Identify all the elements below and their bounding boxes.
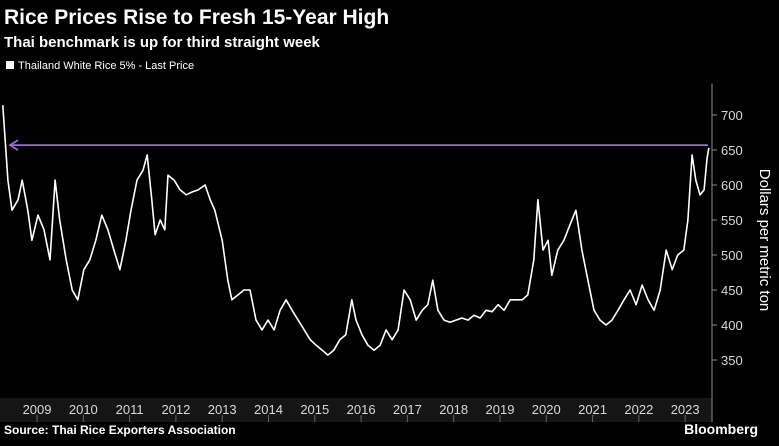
reference-arrow — [8, 139, 19, 151]
x-tick-label: 2020 — [532, 402, 561, 417]
x-tick-label: 2012 — [161, 402, 190, 417]
x-tick-label: 2018 — [439, 402, 468, 417]
x-tick-label: 2009 — [23, 402, 52, 417]
x-tick-label: 2013 — [208, 402, 237, 417]
x-tick-label: 2016 — [347, 402, 376, 417]
y-tick-label: 400 — [721, 318, 743, 333]
source: Source: Thai Rice Exporters Association — [4, 423, 236, 437]
x-axis-band — [0, 398, 712, 422]
brand: Bloomberg — [684, 421, 758, 437]
chart-title: Rice Prices Rise to Fresh 15-Year High — [4, 6, 389, 29]
x-tick-label: 2023 — [671, 402, 700, 417]
y-tick-label: 350 — [721, 353, 743, 368]
legend-label: Thailand White Rice 5% - Last Price — [18, 60, 194, 72]
y-tick-label: 450 — [721, 283, 743, 298]
y-tick-label: 600 — [721, 178, 743, 193]
x-tick-label: 2010 — [69, 402, 98, 417]
price-line — [2, 105, 710, 356]
x-tick-label: 2019 — [486, 402, 515, 417]
y-tick-label: 500 — [721, 248, 743, 263]
x-tick-label: 2017 — [393, 402, 422, 417]
y-tick-label: 550 — [721, 213, 743, 228]
x-tick-label: 2021 — [578, 402, 607, 417]
y-tick-label: 650 — [721, 143, 743, 158]
chart-subtitle: Thai benchmark is up for third straight … — [4, 34, 321, 51]
y-axis-label: Dollars per metric ton — [756, 169, 773, 312]
x-tick-label: 2011 — [116, 402, 144, 417]
legend-swatch — [6, 61, 14, 69]
x-tick-label: 2022 — [624, 402, 653, 417]
y-tick-label: 700 — [721, 108, 743, 123]
x-tick-label: 2014 — [254, 402, 283, 417]
x-tick-label: 2015 — [300, 402, 329, 417]
